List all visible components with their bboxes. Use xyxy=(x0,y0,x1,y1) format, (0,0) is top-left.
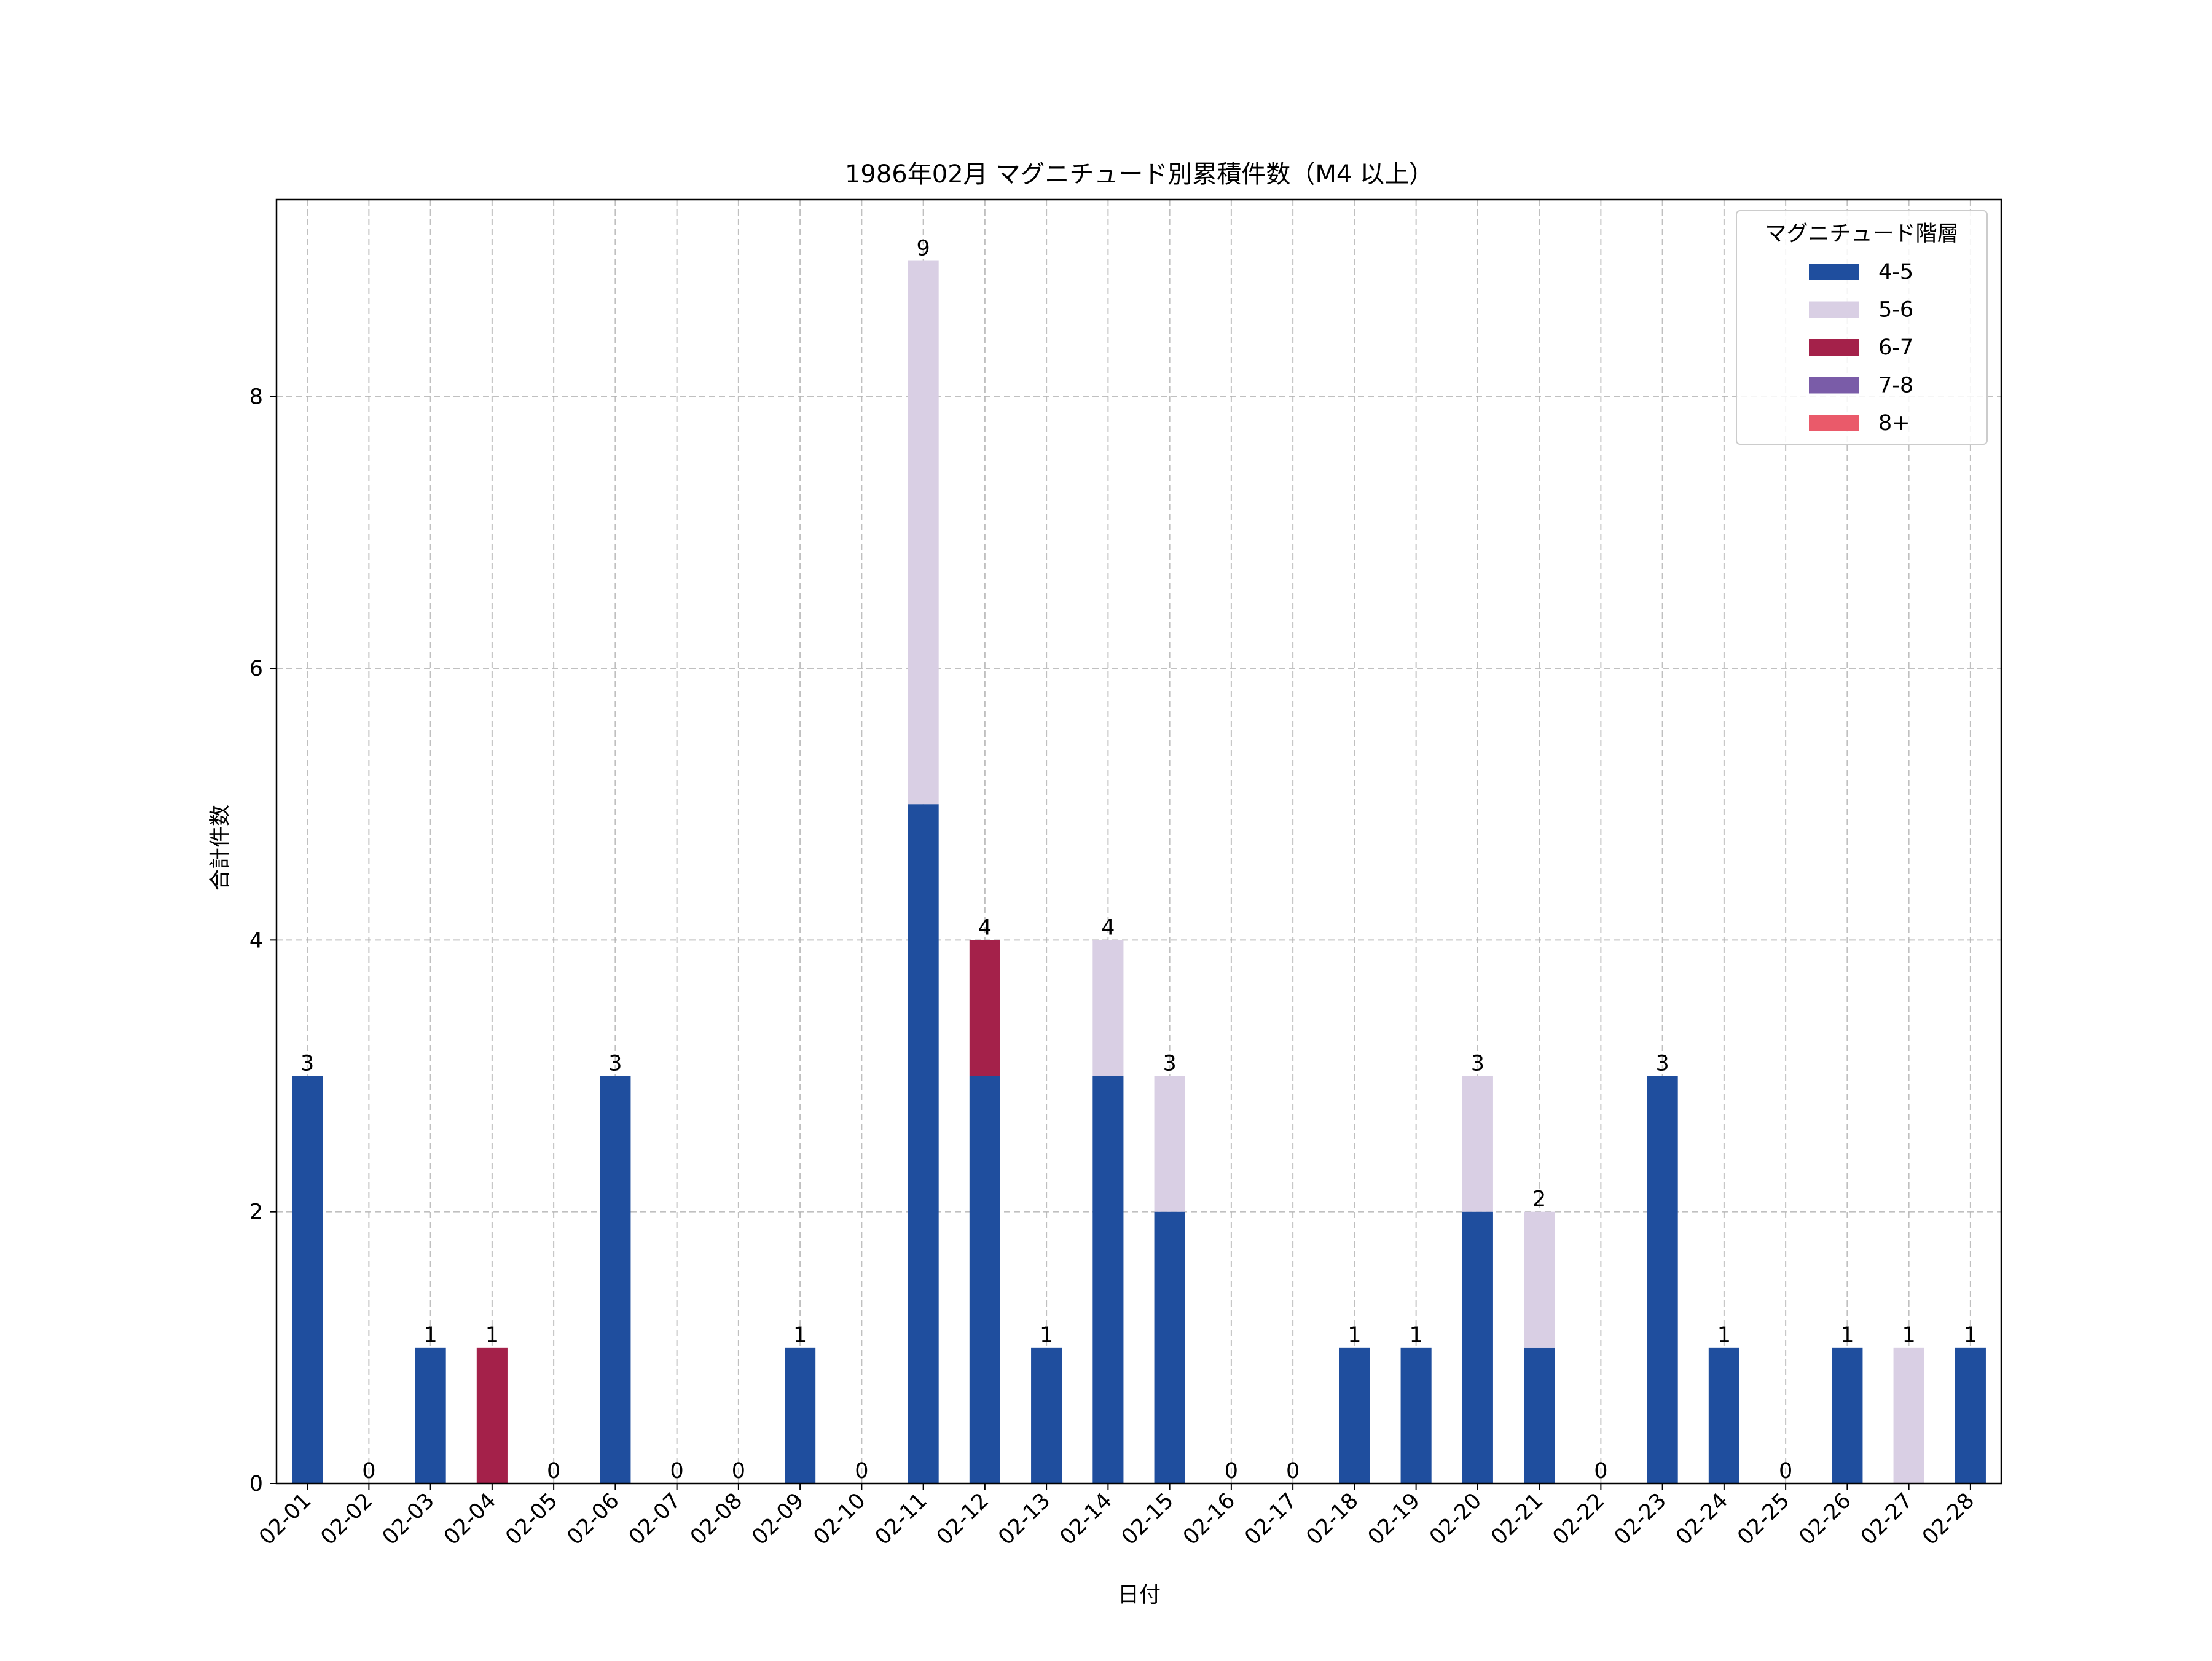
bar-total-label: 1 xyxy=(1964,1323,1977,1348)
y-tick-label: 0 xyxy=(249,1472,263,1496)
legend: マグニチュード階層 4-5 5-6 6-7 7-8 8+ xyxy=(1736,210,1988,445)
legend-swatch xyxy=(1809,415,1859,431)
bar-total-label: 1 xyxy=(423,1323,437,1348)
legend-swatch xyxy=(1809,377,1859,394)
bars xyxy=(292,260,1986,1483)
grid xyxy=(276,200,2001,1484)
legend-entry: 8+ xyxy=(1878,411,1910,436)
legend-swatch xyxy=(1809,301,1859,318)
legend-entry: 6-7 xyxy=(1878,335,1913,360)
bar-total-label: 1 xyxy=(1409,1323,1422,1348)
bar-total-label: 4 xyxy=(1101,915,1115,940)
legend-entry: 5-6 xyxy=(1878,298,1913,322)
bar-total-label: 0 xyxy=(1286,1459,1300,1483)
bar-segment xyxy=(1832,1347,1863,1483)
bar-total-label: 1 xyxy=(485,1323,499,1348)
x-axis-label: 日付 xyxy=(1118,1583,1161,1608)
bar-total-label: 3 xyxy=(1471,1052,1484,1076)
bar-segment xyxy=(785,1347,816,1483)
y-tick-label: 2 xyxy=(249,1200,263,1225)
bar-segment xyxy=(1524,1347,1555,1483)
bar-total-label: 1 xyxy=(1902,1323,1915,1348)
bar-segment xyxy=(1893,1347,1924,1483)
bar-segment xyxy=(1524,1211,1555,1348)
legend-swatch xyxy=(1809,339,1859,356)
bar-segment xyxy=(1154,1076,1185,1212)
plot-frame xyxy=(275,198,2002,1485)
bar-segment xyxy=(476,1347,508,1483)
bar-total-label: 1 xyxy=(793,1323,807,1348)
bar-total-label: 0 xyxy=(1779,1459,1792,1483)
bar-total-label: 0 xyxy=(732,1459,745,1483)
bar-segment xyxy=(1647,1076,1678,1483)
bar-total-label: 1 xyxy=(1717,1323,1731,1348)
bar-total-label: 1 xyxy=(1840,1323,1854,1348)
bar-segment xyxy=(1154,1211,1185,1483)
bar-segment xyxy=(415,1347,446,1483)
legend-swatch xyxy=(1809,264,1859,280)
legend-entry: 7-8 xyxy=(1878,373,1913,398)
bar-segment xyxy=(292,1076,323,1483)
y-axis-label: 合計件数 xyxy=(208,805,233,891)
bar-total-label: 1 xyxy=(1040,1323,1053,1348)
bar-total-label: 0 xyxy=(362,1459,375,1483)
y-tick-label: 6 xyxy=(249,657,263,681)
bar-segment xyxy=(1092,940,1124,1076)
y-tick-label: 4 xyxy=(249,928,263,953)
bar-segment xyxy=(600,1076,631,1483)
bar-segment xyxy=(1031,1347,1062,1483)
bar-segment xyxy=(1400,1347,1432,1483)
bar-total-label: 9 xyxy=(916,236,930,261)
bar-segment xyxy=(1092,1076,1124,1483)
bar-total-label: 3 xyxy=(608,1052,622,1076)
bar-total-label: 0 xyxy=(855,1459,868,1483)
bar-total-label: 3 xyxy=(300,1052,314,1076)
bar-total-label: 0 xyxy=(1225,1459,1238,1483)
bar-total-label: 0 xyxy=(670,1459,683,1483)
bar-total-labels: 3 0 1 1 0 3 0 0 1 0 9 4 1 4 3 0 0 1 1 3 2 0 3 1 0 1 1 1 xyxy=(300,236,1977,1483)
bar-segment xyxy=(908,260,939,805)
bar-total-label: 0 xyxy=(547,1459,560,1483)
legend-entry: 4-5 xyxy=(1878,260,1913,284)
bar-segment xyxy=(1462,1076,1493,1212)
bar-segment xyxy=(969,1076,1000,1483)
bar-segment xyxy=(1339,1347,1370,1483)
legend-frame xyxy=(1736,210,1988,445)
bar-total-label: 2 xyxy=(1532,1187,1546,1212)
bar-segment xyxy=(1955,1347,1986,1483)
y-tick-label: 8 xyxy=(249,385,263,410)
bar-total-label: 3 xyxy=(1655,1052,1669,1076)
bar-segment xyxy=(1708,1347,1739,1483)
bar-total-label: 0 xyxy=(1594,1459,1607,1483)
bar-total-label: 1 xyxy=(1347,1323,1361,1348)
bar-segment xyxy=(969,940,1000,1076)
bar-segment xyxy=(908,804,939,1483)
bar-segment xyxy=(1462,1211,1493,1483)
bar-total-label: 4 xyxy=(978,915,992,940)
legend-title: マグニチュード階層 xyxy=(1765,222,1958,246)
bar-total-label: 3 xyxy=(1163,1052,1176,1076)
chart-title: 1986年02月 マグニチュード別累積件数（M4 以上） xyxy=(845,160,1433,189)
